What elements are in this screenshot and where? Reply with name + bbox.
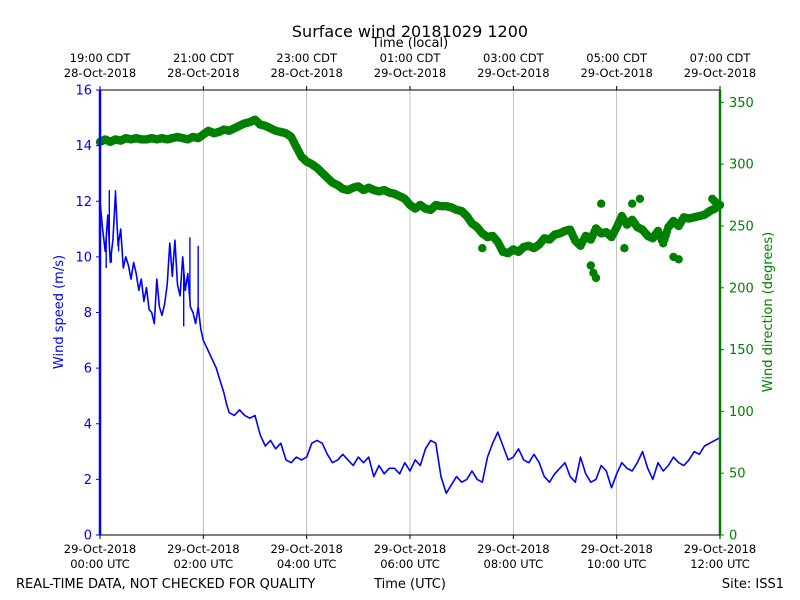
right-tick-label: 350 [729,96,754,111]
wind-direction-point [597,199,606,208]
wind-direction-series [95,115,725,283]
bottom-tick-date: 29-Oct-2018 [580,542,652,556]
left-tick-label: 14 [75,139,92,154]
bottom-tick-date: 29-Oct-2018 [64,542,136,556]
top-tick-time: 21:00 CDT [173,51,235,65]
footer-quality-note: REAL-TIME DATA, NOT CHECKED FOR QUALITY [16,577,315,592]
top-tick-time: 07:00 CDT [690,51,752,65]
bottom-tick-time: 04:00 UTC [277,557,337,571]
left-tick-label: 12 [75,195,92,210]
chart-title: Surface wind 20181029 1200 [292,22,528,41]
top-axis-label: Time (local) [371,36,448,51]
wind-speed-line [99,192,721,495]
bottom-tick-date: 29-Oct-2018 [684,542,756,556]
bottom-tick-date: 29-Oct-2018 [270,542,342,556]
left-axis-ticks: 0 2 4 6 8 10 12 14 16 [75,84,100,544]
wind-direction-point [478,244,487,253]
wind-speed-series [99,190,721,495]
left-tick-label: 6 [84,362,92,377]
bottom-tick-time: 08:00 UTC [484,557,544,571]
right-tick-label: 150 [729,343,754,358]
top-tick-date: 28-Oct-2018 [167,66,239,80]
wind-direction-point [635,194,645,203]
right-axis-ticks: 0 50 100 150 200 250 300 350 [720,96,754,544]
left-axis-label: Wind speed (m/s) [52,255,67,369]
wind-direction-point [620,244,629,253]
right-axis-label: Wind direction (degrees) [761,232,776,392]
top-tick-time: 05:00 CDT [586,51,648,65]
left-tick-label: 2 [84,473,92,488]
right-tick-label: 200 [729,281,754,296]
bottom-tick-date: 29-Oct-2018 [477,542,549,556]
top-tick-date: 29-Oct-2018 [374,66,446,80]
top-tick-time: 23:00 CDT [276,51,338,65]
wind-direction-point [710,197,719,206]
wind-direction-point [591,273,601,283]
left-tick-label: 0 [84,529,92,544]
top-tick-time: 19:00 CDT [70,51,132,65]
bottom-tick-date: 29-Oct-2018 [374,542,446,556]
right-tick-label: 100 [729,405,754,420]
top-tick-date: 29-Oct-2018 [684,66,756,80]
right-tick-label: 50 [729,467,746,482]
footer-site: Site: ISS1 [722,577,784,592]
bottom-tick-date: 29-Oct-2018 [167,542,239,556]
bottom-tick-time: 02:00 UTC [174,557,234,571]
top-tick-date: 28-Oct-2018 [270,66,342,80]
left-tick-label: 10 [75,250,92,265]
right-tick-label: 300 [729,158,754,173]
right-tick-label: 250 [729,219,754,234]
left-tick-label: 4 [84,417,92,432]
wind-direction-point [628,199,637,208]
top-tick-date: 29-Oct-2018 [477,66,549,80]
bottom-tick-time: 00:00 UTC [70,557,130,571]
wind-direction-point [674,255,683,264]
top-tick-date: 29-Oct-2018 [580,66,652,80]
bottom-tick-time: 06:00 UTC [380,557,440,571]
bottom-tick-time: 12:00 UTC [690,557,750,571]
grid-lines [202,90,618,535]
top-tick-time: 01:00 CDT [380,51,442,65]
right-tick-label: 0 [729,529,737,544]
bottom-tick-time: 10:00 UTC [587,557,647,571]
top-tick-time: 03:00 CDT [483,51,545,65]
top-tick-date: 28-Oct-2018 [64,66,136,80]
wind-direction-point [586,261,595,270]
left-tick-label: 16 [75,84,92,99]
left-tick-label: 8 [84,306,92,321]
bottom-axis-label: Time (UTC) [373,577,446,592]
